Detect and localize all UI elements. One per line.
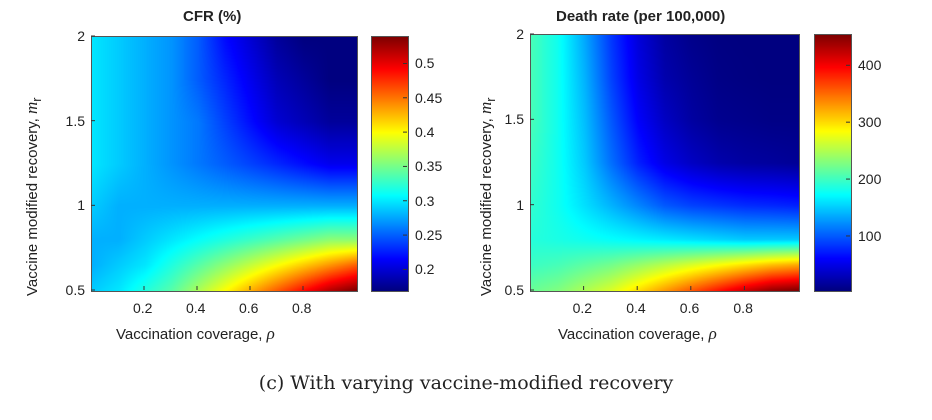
x-tick-label: 0.4 — [186, 300, 206, 316]
death-rate-heatmap — [530, 34, 800, 292]
cfr-title: CFR (%) — [183, 8, 242, 25]
x-tick-label: 0.6 — [679, 300, 700, 316]
y-tick-label: 0.5 — [504, 282, 524, 298]
death-rate-xlabel-symbol: ρ — [708, 324, 717, 343]
cfr-xlabel-symbol: ρ — [266, 324, 275, 343]
cfr-colorbar — [371, 36, 409, 292]
y-tick-label: 1.5 — [504, 111, 524, 128]
y-tick-label: 0.5 — [65, 282, 85, 298]
y-tick-label: 1 — [516, 196, 524, 213]
death-rate-xlabel: Vaccination coverage, ρ — [558, 324, 717, 344]
x-tick-label: 0.8 — [292, 300, 312, 316]
colorbar-tick-label: 100 — [858, 227, 882, 244]
colorbar-tick-label: 0.3 — [415, 192, 435, 209]
colorbar-tick-label: 0.45 — [415, 89, 443, 106]
figure-caption: (c) With varying vaccine-modified recove… — [258, 372, 674, 394]
colorbar-tick-label: 0.4 — [415, 124, 435, 141]
colorbar-tick-label: 0.5 — [415, 55, 435, 72]
y-tick-label: 1 — [77, 197, 85, 214]
cfr-axes — [91, 35, 407, 291]
x-tick-label: 0.6 — [239, 300, 259, 316]
x-tick-label: 0.2 — [572, 300, 593, 316]
cfr-xlabel: Vaccination coverage, ρ — [116, 324, 275, 344]
cfr-panel: CFR (%) Vaccine modified recovery, mr Va… — [0, 0, 466, 360]
colorbar-tick-label: 0.25 — [415, 227, 443, 244]
colorbar-tick-label: 400 — [858, 57, 882, 74]
colorbar-tick-label: 200 — [858, 171, 882, 188]
y-tick-label: 2 — [77, 28, 85, 44]
death-rate-axes — [530, 33, 850, 291]
death-rate-title: Death rate (per 100,000) — [556, 8, 726, 25]
death-rate-xlabel-text: Vaccination coverage, — [558, 326, 705, 343]
x-tick-label: 0.4 — [626, 300, 646, 316]
death-rate-panel: Death rate (per 100,000) Vaccine modifie… — [466, 0, 932, 360]
cfr-heatmap — [91, 36, 358, 292]
colorbar-tick-label: 0.2 — [415, 261, 435, 278]
x-tick-label: 0.8 — [733, 300, 753, 316]
death-rate-colorbar — [814, 34, 852, 292]
colorbar-tick-label: 300 — [858, 114, 882, 131]
y-tick-label: 1.5 — [65, 112, 85, 129]
colorbar-tick-label: 0.35 — [415, 158, 443, 175]
y-tick-label: 2 — [516, 26, 524, 42]
x-tick-label: 0.2 — [133, 300, 153, 316]
cfr-xlabel-text: Vaccination coverage, — [116, 326, 263, 343]
